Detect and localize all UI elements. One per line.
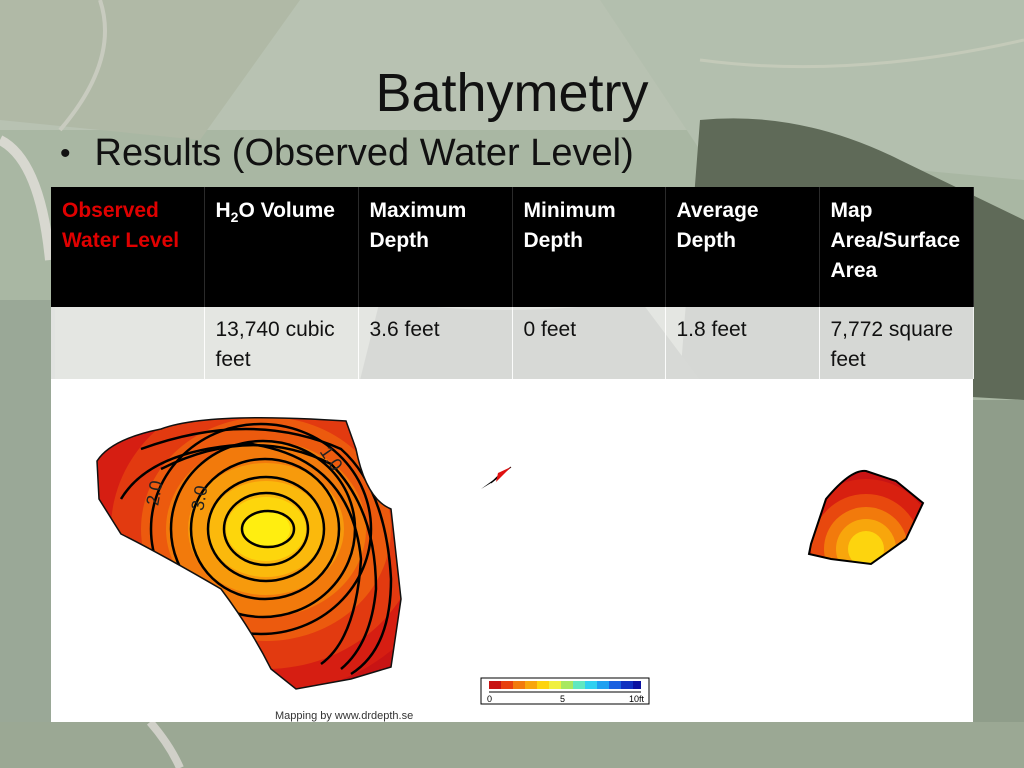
main-pond-outline <box>96 417 402 690</box>
header-h2o-volume: H2O Volume <box>204 187 359 307</box>
bullet-dot-icon: • <box>60 136 71 170</box>
cell-h2o-volume: 13,740 cubic feet <box>204 307 359 379</box>
cell-observed-water-level <box>51 307 205 379</box>
subscript-2: 2 <box>230 209 239 226</box>
bathymetry-map: 1.0 2.0 3.0 <box>51 379 973 722</box>
scale-label-10ft: 10ft <box>629 694 645 704</box>
cell-average-depth: 1.8 feet <box>665 307 820 379</box>
contour-label-3: 3.0 <box>187 484 211 512</box>
cell-map-area: 7,772 square feet <box>819 307 974 379</box>
bathymetry-map-graphic: 1.0 2.0 3.0 <box>96 417 925 705</box>
depth-color-scale: 0 5 10ft <box>480 677 650 705</box>
main-pond-depth-shading <box>97 417 401 689</box>
map-credit: Mapping by www.drdepth.se <box>275 710 414 722</box>
small-pond-depth-shading <box>809 470 923 564</box>
small-pond-outline <box>807 469 925 566</box>
header-maximum-depth: Maximum Depth <box>358 187 513 307</box>
scale-label-0: 0 <box>487 694 492 704</box>
table-header-row: Observed Water Level H2O Volume Maximum … <box>51 187 974 307</box>
table-row: 13,740 cubic feet 3.6 feet 0 feet 1.8 fe… <box>51 307 974 379</box>
north-arrow-icon <box>481 466 512 489</box>
cell-maximum-depth: 3.6 feet <box>358 307 513 379</box>
slide-title: Bathymetry <box>375 63 649 123</box>
header-observed-water-level: Observed Water Level <box>51 187 205 307</box>
header-minimum-depth: Minimum Depth <box>512 187 666 307</box>
contour-label-2: 2.0 <box>142 479 166 507</box>
bullet-point: • Results (Observed Water Level) <box>60 132 634 175</box>
header-map-area: Map Area/Surface Area <box>819 187 974 307</box>
scale-label-5: 5 <box>560 694 565 704</box>
results-table: Observed Water Level H2O Volume Maximum … <box>51 187 974 379</box>
bullet-text: Results (Observed Water Level) <box>94 132 634 174</box>
cell-minimum-depth: 0 feet <box>512 307 666 379</box>
header-average-depth: Average Depth <box>665 187 820 307</box>
